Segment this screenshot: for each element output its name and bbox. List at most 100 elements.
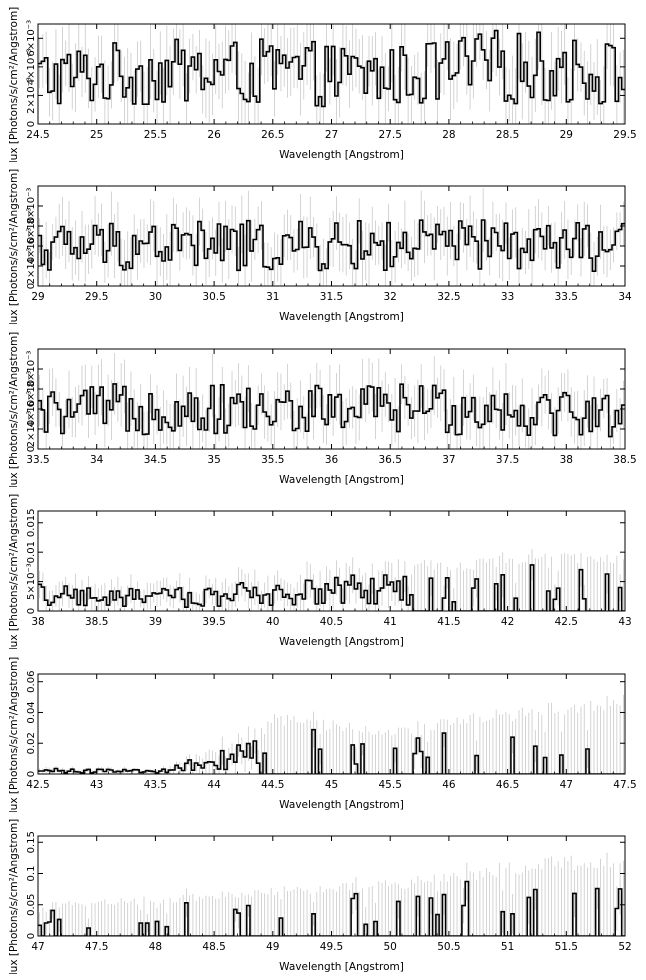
spectrum-line bbox=[38, 219, 625, 272]
y-tick-label: 0.01 bbox=[26, 541, 37, 563]
y-axis-label: Flux [Photons/s/cm²/Angstrom] bbox=[8, 819, 20, 974]
y-tick-label: 4×10⁻³ bbox=[26, 48, 37, 85]
spectrum-panel-1: 24.5 25 25.5 26 26.5 27 27.5 28 28.5 29 29.5 0 2×10⁻… bbox=[8, 7, 637, 162]
x-tick-label: 36 bbox=[325, 454, 339, 466]
spectrum-series bbox=[38, 549, 625, 611]
x-tick-label: 29 bbox=[560, 129, 573, 141]
y-tick-label: 0.06 bbox=[26, 671, 37, 693]
x-tick-label: 42.5 bbox=[26, 779, 49, 791]
y-tick-label: 2×10⁻³ bbox=[26, 77, 37, 114]
y-tick-label: 6×10⁻³ bbox=[26, 208, 37, 245]
x-tick-label: 38.5 bbox=[85, 616, 108, 628]
spectrum-line bbox=[38, 880, 625, 936]
x-tick-label: 43.5 bbox=[144, 779, 167, 791]
y-tick-label: 0 bbox=[26, 446, 37, 452]
x-axis-label: Wavelength [Angstrom] bbox=[279, 799, 404, 811]
x-tick-label: 33.5 bbox=[26, 454, 49, 466]
spectrum-line bbox=[38, 728, 625, 774]
y-tick-label: 0 bbox=[26, 771, 37, 777]
spectrum-series bbox=[38, 188, 625, 286]
y-tick-label: 6×10⁻³ bbox=[26, 371, 37, 408]
x-tick-label: 50.5 bbox=[437, 941, 460, 953]
x-tick-label: 25.5 bbox=[144, 129, 167, 141]
y-axis-label: Flux [Photons/s/cm²/Angstrom] bbox=[8, 494, 20, 649]
x-tick-label: 37 bbox=[442, 454, 455, 466]
x-tick-label: 35.5 bbox=[261, 454, 284, 466]
x-tick-label: 42 bbox=[501, 616, 514, 628]
y-tick-label: 2×10⁻³ bbox=[26, 248, 37, 285]
spectrum-series bbox=[38, 694, 625, 774]
x-tick-label: 48 bbox=[149, 941, 162, 953]
x-tick-label: 28.5 bbox=[496, 129, 519, 141]
x-tick-label: 27.5 bbox=[379, 129, 402, 141]
x-tick-label: 30 bbox=[149, 291, 162, 303]
x-tick-label: 48.5 bbox=[202, 941, 225, 953]
x-tick-label: 44.5 bbox=[261, 779, 284, 791]
x-tick-label: 27 bbox=[325, 129, 338, 141]
spectrum-panel-6: 47 47.5 48 48.5 49 49.5 50 50.5 51 51.5 52 0 0.05 0.1… bbox=[8, 819, 632, 974]
y-tick-label: 0 bbox=[26, 933, 37, 939]
y-tick-label: 8×10⁻³ bbox=[26, 351, 37, 388]
x-tick-label: 49.5 bbox=[320, 941, 343, 953]
x-tick-label: 29.5 bbox=[85, 291, 108, 303]
y-tick-label: 0.04 bbox=[26, 701, 37, 723]
x-tick-label: 35 bbox=[207, 454, 220, 466]
spectrum-panel-2: 29 29.5 30 30.5 31 31.5 32 32.5 33 33.5 34 02×10⁻³4… bbox=[8, 169, 632, 324]
x-tick-label: 25 bbox=[90, 129, 103, 141]
x-tick-label: 50 bbox=[384, 941, 397, 953]
y-tick-label: 0.015 bbox=[26, 508, 37, 537]
x-tick-label: 33.5 bbox=[555, 291, 578, 303]
spectrum-line bbox=[38, 383, 625, 438]
spectrum-series bbox=[38, 24, 625, 124]
spectrum-panel-5: 42.5 43 43.5 44 44.5 45 45.5 46 46.5 47 47.5 0 0.02 0… bbox=[8, 657, 637, 812]
y-tick-label: 0 bbox=[26, 608, 37, 614]
x-tick-label: 28 bbox=[442, 129, 455, 141]
x-tick-label: 34 bbox=[618, 291, 632, 303]
x-axis-label: Wavelength [Angstrom] bbox=[279, 311, 404, 323]
x-tick-label: 24.5 bbox=[26, 129, 49, 141]
x-tick-label: 32.5 bbox=[437, 291, 460, 303]
x-tick-label: 41 bbox=[384, 616, 397, 628]
x-axis-label: Wavelength [Angstrom] bbox=[279, 636, 404, 648]
y-tick-label: 5×10⁻³ bbox=[26, 563, 37, 600]
y-tick-label: 4×10⁻³ bbox=[26, 228, 37, 265]
x-tick-label: 45 bbox=[325, 779, 338, 791]
x-tick-label: 32 bbox=[384, 291, 397, 303]
x-tick-label: 51.5 bbox=[555, 941, 578, 953]
x-tick-label: 45.5 bbox=[379, 779, 402, 791]
x-tick-label: 43 bbox=[618, 616, 631, 628]
x-tick-label: 34 bbox=[90, 454, 104, 466]
x-tick-label: 42.5 bbox=[555, 616, 578, 628]
x-tick-label: 33 bbox=[501, 291, 514, 303]
x-axis-label: Wavelength [Angstrom] bbox=[279, 961, 404, 973]
x-tick-label: 47 bbox=[560, 779, 573, 791]
x-tick-label: 44 bbox=[207, 779, 221, 791]
spectrum-series bbox=[38, 353, 625, 449]
y-tick-label: 4×10⁻³ bbox=[26, 391, 37, 428]
y-tick-label: 0.02 bbox=[26, 732, 37, 754]
x-tick-label: 40 bbox=[266, 616, 279, 628]
x-tick-label: 47 bbox=[31, 941, 44, 953]
y-axis-label: Flux [Photons/s/cm²/Angstrom] bbox=[8, 169, 20, 324]
y-tick-label: 8×10⁻³ bbox=[26, 188, 37, 225]
y-tick-label: 0.05 bbox=[26, 894, 37, 916]
x-tick-label: 36.5 bbox=[379, 454, 402, 466]
spectrum-series bbox=[38, 852, 625, 936]
x-tick-label: 39.5 bbox=[202, 616, 225, 628]
x-tick-label: 31 bbox=[266, 291, 279, 303]
plot-frame bbox=[37, 185, 626, 287]
x-tick-label: 46.5 bbox=[496, 779, 519, 791]
x-tick-label: 26 bbox=[207, 129, 221, 141]
x-tick-label: 26.5 bbox=[261, 129, 284, 141]
x-tick-label: 38.5 bbox=[613, 454, 636, 466]
x-tick-label: 31.5 bbox=[320, 291, 343, 303]
x-tick-label: 29 bbox=[31, 291, 44, 303]
x-axis-label: Wavelength [Angstrom] bbox=[279, 474, 404, 486]
x-tick-label: 30.5 bbox=[202, 291, 225, 303]
spectrum-panel-3: 33.5 34 34.5 35 35.5 36 36.5 37 37.5 38 38.5 02×10⁻… bbox=[8, 332, 637, 487]
x-tick-label: 51 bbox=[501, 941, 514, 953]
x-tick-label: 38 bbox=[560, 454, 573, 466]
y-axis-label: Flux [Photons/s/cm²/Angstrom] bbox=[8, 332, 20, 487]
y-axis-label: Flux [Photons/s/cm²/Angstrom] bbox=[8, 657, 20, 812]
